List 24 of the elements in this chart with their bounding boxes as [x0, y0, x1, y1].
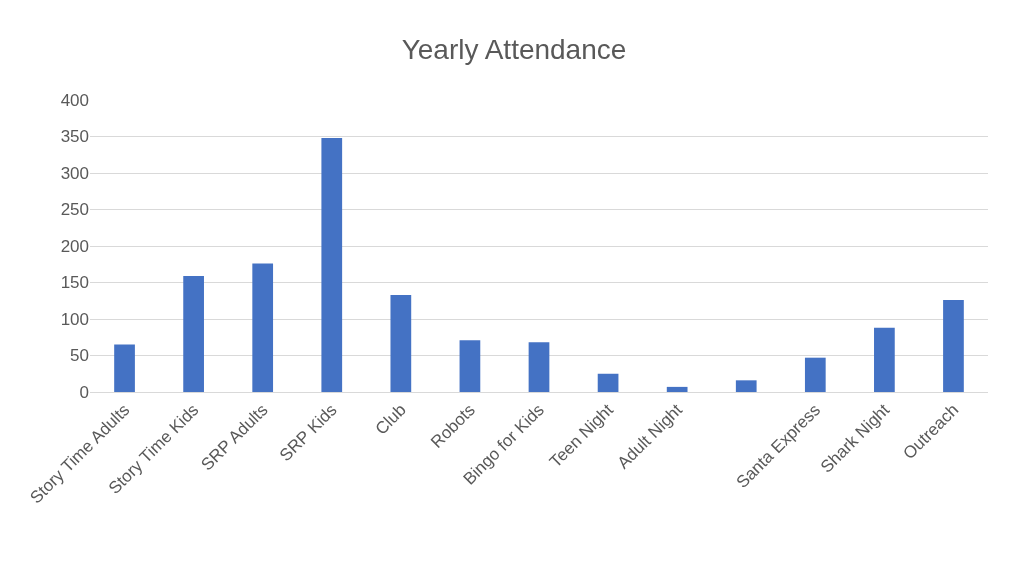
bar — [390, 294, 412, 392]
bar — [597, 373, 619, 392]
bar — [114, 344, 135, 392]
bar — [804, 357, 826, 392]
bar — [252, 263, 274, 392]
bar — [321, 137, 343, 392]
x-tick-label: Club — [371, 400, 410, 439]
y-tick-label: 50 — [70, 346, 89, 366]
bar — [528, 342, 550, 392]
bar — [666, 386, 688, 392]
y-tick-label: 350 — [60, 127, 89, 147]
y-tick-label: 100 — [60, 309, 89, 329]
y-tick-label: 0 — [79, 382, 89, 402]
bar — [943, 300, 964, 392]
y-tick-label: 300 — [60, 163, 89, 183]
y-tick-label: 200 — [60, 236, 89, 256]
y-tick-label: 150 — [60, 273, 89, 293]
chart-title: Yearly Attendance — [401, 33, 627, 65]
y-tick-label: 400 — [60, 90, 89, 110]
bar — [183, 275, 204, 392]
bar — [735, 380, 757, 392]
y-tick-label: 250 — [60, 200, 89, 220]
bar — [874, 327, 895, 392]
bar — [459, 340, 481, 392]
